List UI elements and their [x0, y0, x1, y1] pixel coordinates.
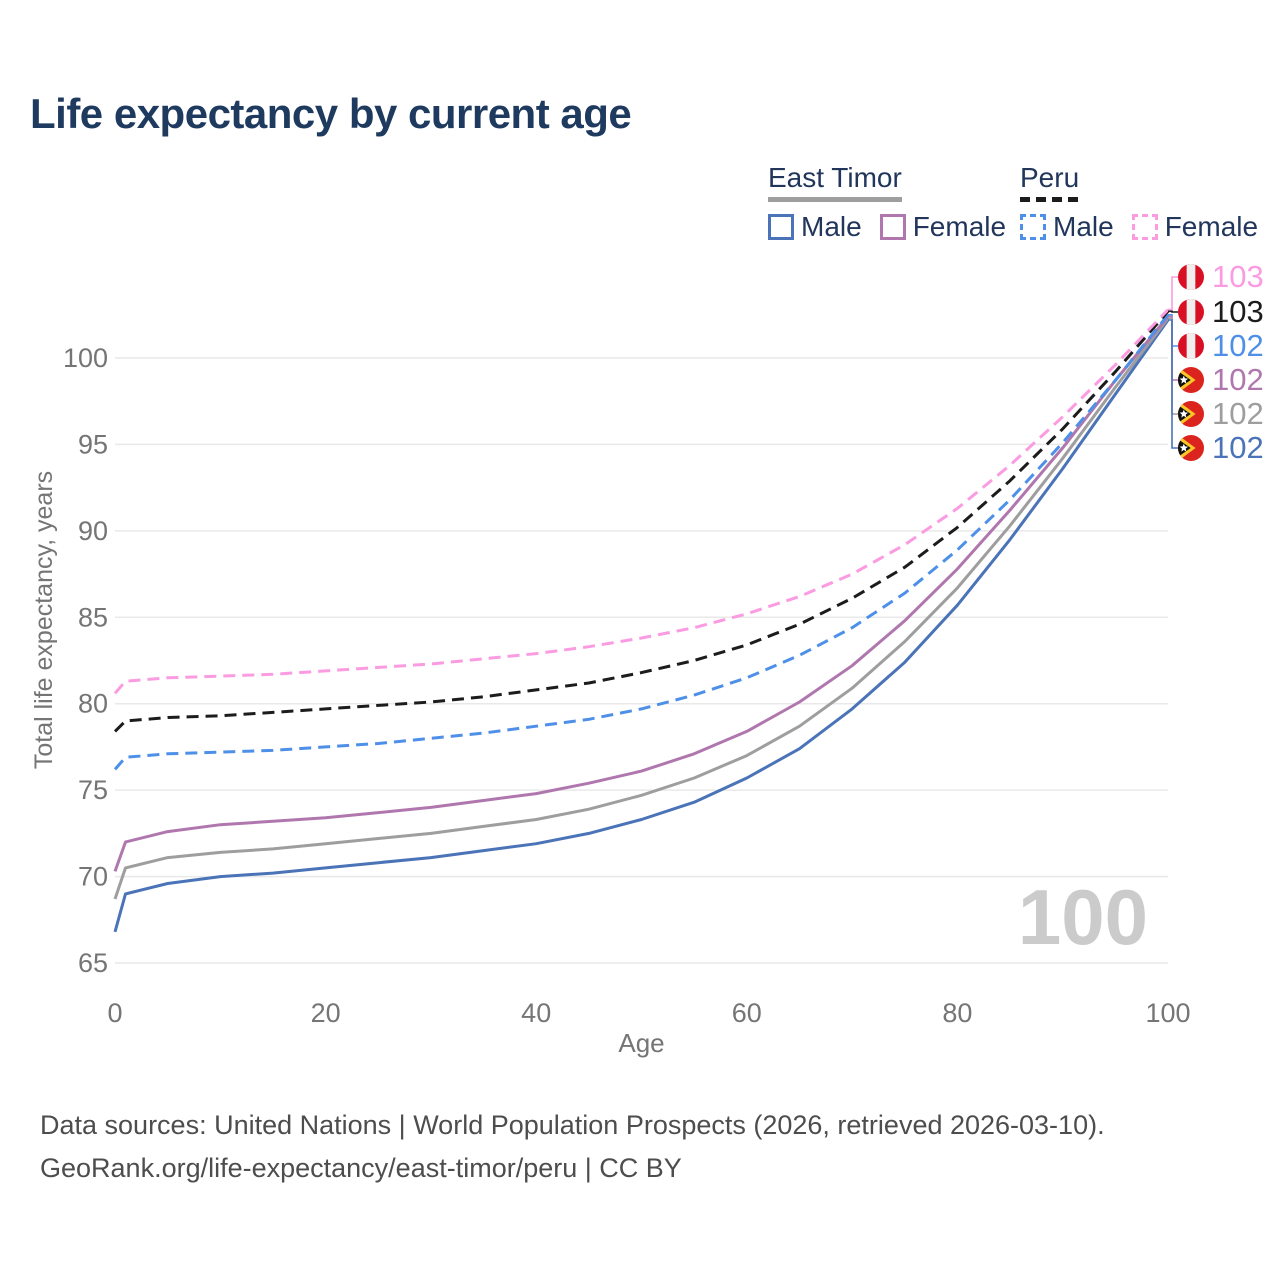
legend-item-east-timor-male[interactable]: Male [768, 211, 862, 243]
y-tick-label: 100 [63, 343, 108, 373]
x-tick-label: 40 [521, 998, 551, 1028]
y-tick-label: 85 [78, 602, 108, 632]
x-tick-label: 20 [311, 998, 341, 1028]
y-tick-label: 95 [78, 429, 108, 459]
y-tick-label: 70 [78, 862, 108, 892]
series-line-peru-male[interactable] [113, 313, 1170, 771]
peru-male-swatch-icon [1020, 214, 1046, 240]
series-line-east-timor-female[interactable] [113, 315, 1170, 872]
footer: Data sources: United Nations | World Pop… [40, 1104, 1105, 1190]
x-tick-label: 0 [107, 998, 122, 1028]
peru-line-style-swatch [1020, 197, 1080, 202]
east-timor-flag-icon [1178, 435, 1204, 461]
legend-country-label-east-timor: East Timor [768, 162, 902, 193]
x-tick-label: 100 [1145, 998, 1190, 1028]
y-tick-label: 80 [78, 689, 108, 719]
et-female-swatch-icon [879, 214, 906, 240]
legend-item-label: Male [1053, 211, 1114, 242]
legend-group-peru: Peru Male Female [1020, 162, 1276, 243]
end-value-label: 102 [1212, 328, 1264, 363]
y-tick-label: 90 [78, 516, 108, 546]
hover-age-watermark: 100 [1018, 873, 1148, 961]
legend-country-label-peru: Peru [1020, 162, 1080, 193]
legend-item-east-timor-female[interactable]: Female [879, 211, 1007, 243]
legend-item-peru-female[interactable]: Female [1131, 211, 1259, 243]
east-timor-line-style-swatch [768, 197, 902, 202]
peru-flag-icon [1178, 333, 1204, 359]
end-label-connector [1168, 276, 1178, 311]
east-timor-flag-icon [1178, 367, 1204, 393]
east-timor-flag-icon [1178, 401, 1204, 427]
legend-item-label: Female [912, 211, 1007, 242]
end-value-label: 102 [1212, 362, 1264, 397]
y-tick-label: 75 [78, 775, 108, 805]
x-axis-title: Age [618, 1028, 664, 1058]
et-male-swatch-icon [768, 214, 794, 240]
legend-group-east-timor: East Timor Male Female [768, 162, 1024, 243]
x-tick-label: 80 [942, 998, 972, 1028]
attribution-text: GeoRank.org/life-expectancy/east-timor/p… [40, 1153, 682, 1183]
end-value-label: 102 [1212, 430, 1264, 465]
x-tick-label: 60 [732, 998, 762, 1028]
end-label-connector [1168, 315, 1178, 381]
peru-female-swatch-icon [1131, 214, 1158, 240]
series-line-peru-female[interactable] [113, 308, 1170, 695]
legend-item-peru-male[interactable]: Male [1020, 211, 1114, 243]
series-line-peru-both-sexes[interactable] [113, 310, 1170, 733]
y-tick-label: 65 [78, 948, 108, 978]
legend-country-east-timor[interactable]: East Timor [768, 162, 902, 202]
data-sources-text: Data sources: United Nations | World Pop… [40, 1110, 1105, 1140]
legend-item-label: Female [1164, 211, 1259, 242]
life-expectancy-chart: 65 70 75 80 85 90 95 100 0 20 40 60 80 100 Age Total li… [30, 259, 1264, 1058]
page-title: Life expectancy by current age [30, 90, 632, 137]
end-label-connector [1168, 317, 1178, 415]
end-value-label: 103 [1212, 259, 1264, 294]
peru-flag-icon [1178, 264, 1204, 290]
end-label-connector [1168, 319, 1178, 449]
end-value-label: 102 [1212, 396, 1264, 431]
legend-item-label: Male [801, 211, 862, 242]
legend-country-peru[interactable]: Peru [1020, 162, 1080, 202]
end-value-label: 103 [1212, 294, 1264, 329]
y-axis-title: Total life expectancy, years [30, 471, 58, 769]
peru-flag-icon [1178, 299, 1204, 325]
end-label-connector [1168, 310, 1178, 313]
series-line-east-timor-both-sexes[interactable] [113, 317, 1170, 900]
series-line-east-timor-male[interactable] [113, 319, 1170, 933]
